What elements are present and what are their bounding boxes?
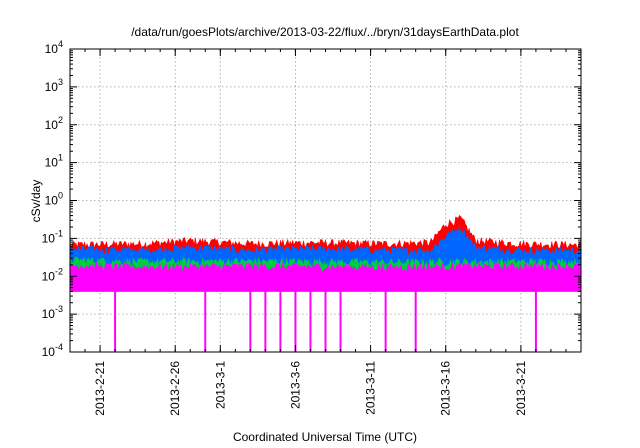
y-axis-label: cSv/day [29, 180, 43, 223]
axis-ticks [69, 48, 582, 353]
y-tick-label: 101 [45, 153, 63, 170]
x-tick-labels: 2013-2-21 2013-2-26 2013-3-1 2013-3-6 2013-3… [93, 361, 528, 416]
y-tick-label: 104 [45, 39, 63, 56]
y-tick-label: 103 [45, 77, 63, 94]
y-tick-label: 10-3 [42, 304, 63, 321]
y-tick-label: 10-1 [42, 228, 63, 245]
x-tick-label: 2013-3-11 [364, 361, 378, 415]
x-tick-label: 2013-3-6 [288, 361, 302, 409]
x-tick-label: 2013-3-1 [213, 361, 227, 409]
y-tick-label: 102 [45, 115, 63, 132]
x-axis-label: Coordinated Universal Time (UTC) [233, 430, 417, 444]
x-tick-label: 2013-3-21 [514, 361, 528, 416]
series-3-area [69, 261, 582, 292]
x-tick-label: 2013-3-16 [439, 361, 453, 416]
y-tick-labels: 10-4 10-3 10-2 10-1 100 101 102 103 104 [42, 39, 63, 359]
y-tick-label: 100 [45, 191, 63, 208]
y-tick-label: 10-2 [42, 266, 63, 283]
y-tick-label: 10-4 [42, 342, 63, 359]
x-tick-label: 2013-2-21 [93, 361, 107, 416]
series-areas [69, 215, 582, 352]
chart-title: /data/run/goesPlots/archive/2013-03-22/f… [131, 25, 519, 39]
x-tick-label: 2013-2-26 [168, 361, 182, 416]
